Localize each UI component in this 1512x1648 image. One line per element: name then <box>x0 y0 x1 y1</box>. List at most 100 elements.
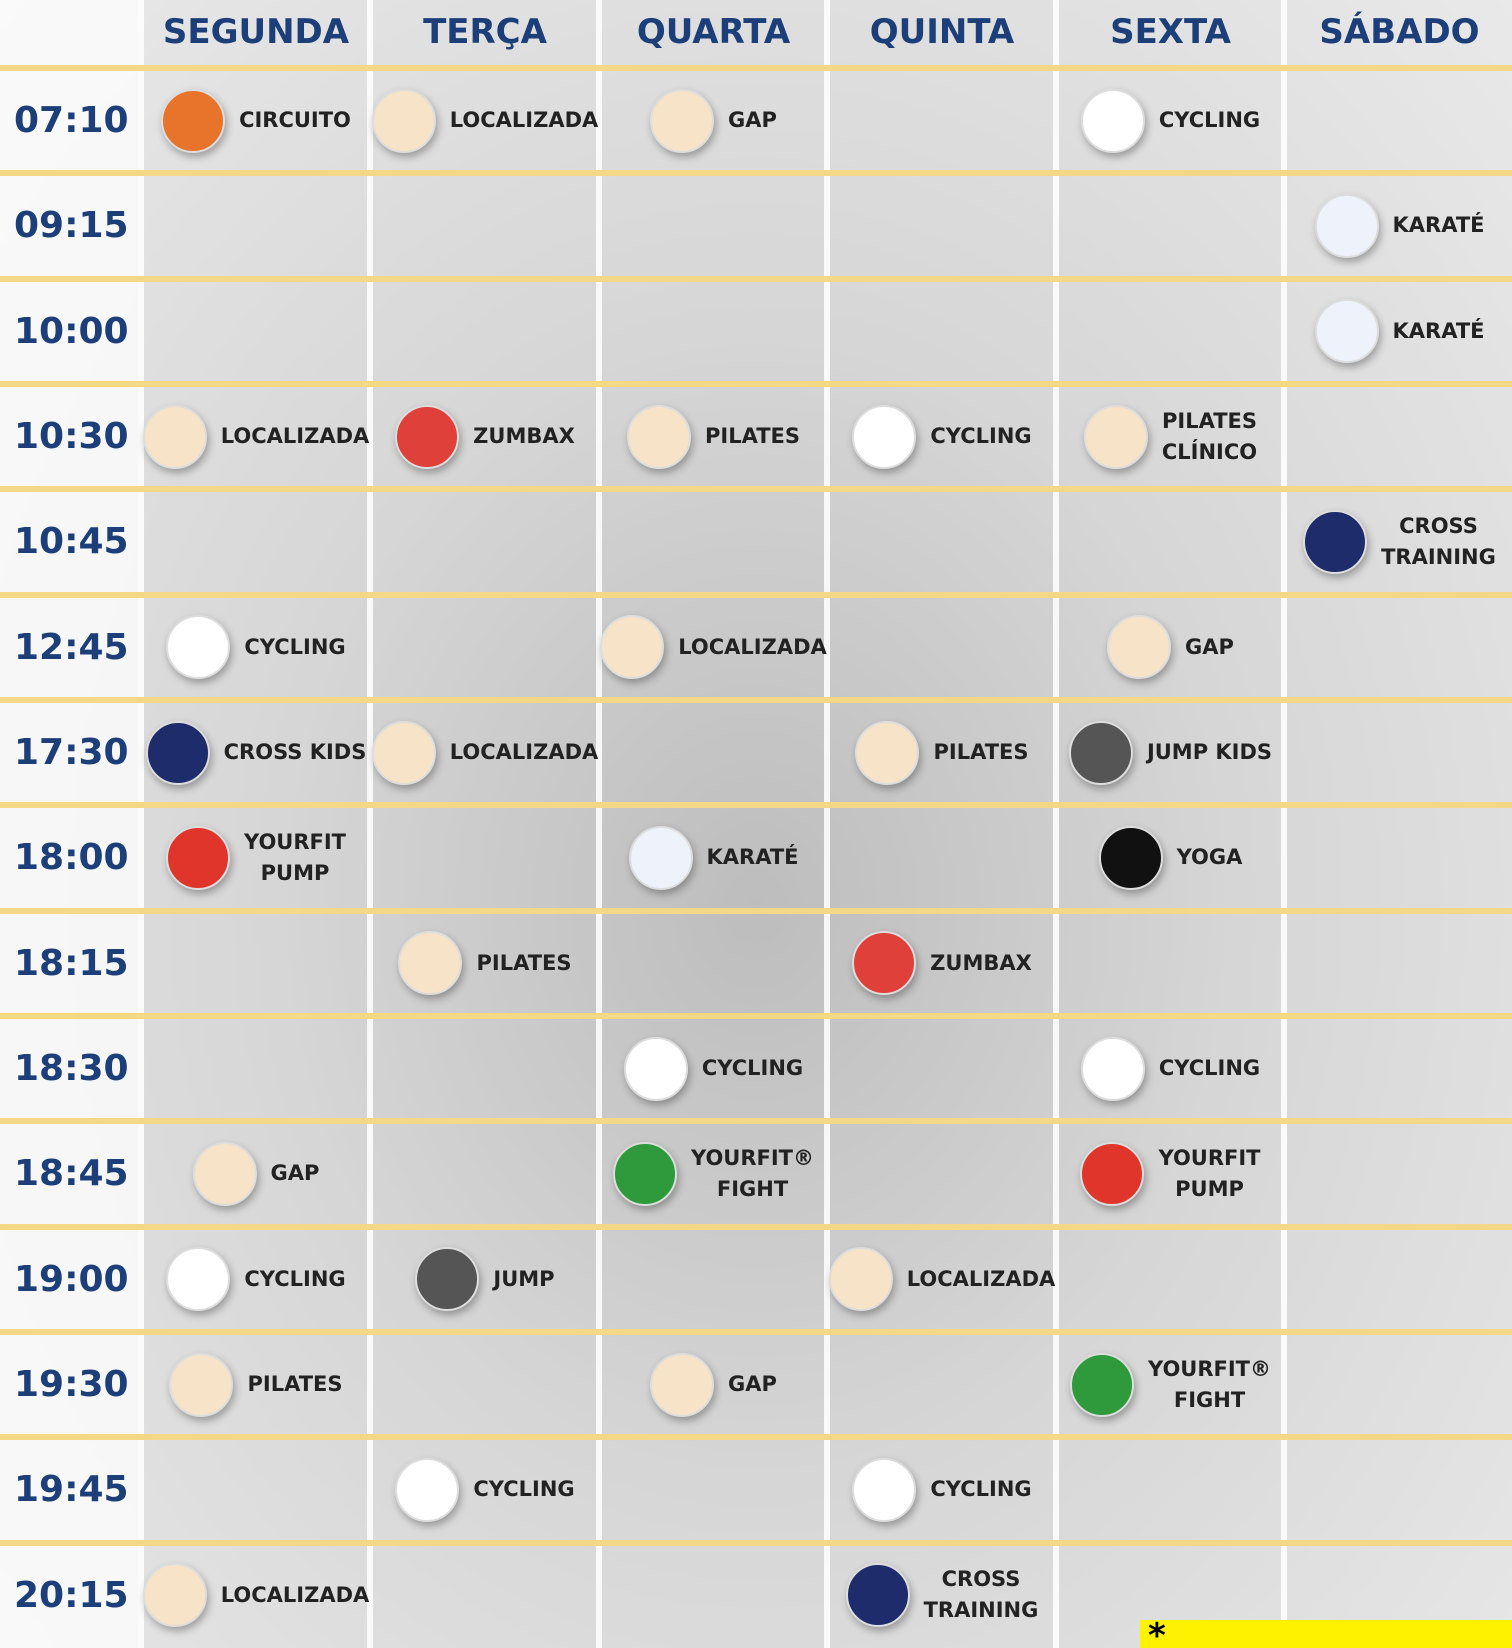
row-divider <box>0 1329 1512 1335</box>
time-label: 18:30 <box>14 1048 129 1090</box>
class-label-line: CYCLING <box>244 634 346 659</box>
day-header: QUINTA <box>869 12 1015 52</box>
time-label: 18:45 <box>14 1153 129 1195</box>
class-label: YOURFIT PUMP <box>244 827 346 889</box>
class-cell: YOURFIT® FIGHT <box>1059 1332 1282 1437</box>
class-cell: PILATES <box>602 384 825 489</box>
class-icon <box>161 88 226 153</box>
class-cell: JUMP KIDS <box>1059 700 1282 805</box>
class-cell: CYCLING <box>602 1016 825 1121</box>
column-divider <box>824 0 830 1648</box>
class-label-line: FIGHT <box>716 1176 789 1201</box>
class-cell: KARATÉ <box>1287 173 1512 278</box>
class-icon <box>192 1141 257 1206</box>
class-cell: PILATES <box>373 911 597 1016</box>
class-label-line: YOURFIT® <box>690 1145 815 1170</box>
class-cell: CIRCUITO <box>144 68 368 173</box>
class-icon <box>852 404 917 469</box>
class-label: YOURFIT PUMP <box>1158 1143 1260 1205</box>
column-divider <box>1281 0 1287 1648</box>
class-label-line: PUMP <box>1175 1176 1244 1201</box>
class-label-line: CYCLING <box>701 1056 804 1081</box>
row-divider <box>0 275 1512 282</box>
class-icon <box>852 931 917 996</box>
class-label-line: CYCLING <box>930 1477 1032 1502</box>
class-label-line: LOCALIZADA <box>449 740 599 765</box>
class-label-line: CYCLING <box>473 1477 575 1502</box>
class-cell: CYCLING <box>144 1227 368 1332</box>
class-cell: YOURFIT PUMP <box>144 805 368 910</box>
class-cell: ZUMBAX <box>830 911 1054 1016</box>
class-cell: LOCALIZADA <box>600 595 827 700</box>
row-divider <box>0 907 1512 914</box>
class-label: CIRCUITO <box>239 105 351 136</box>
class-icon <box>1098 825 1163 890</box>
class-label: YOURFIT® FIGHT <box>691 1143 814 1205</box>
class-label-line: GAP <box>728 1372 777 1397</box>
class-label: PILATES <box>705 421 800 452</box>
time-label: 09:15 <box>14 205 129 247</box>
class-icon <box>1083 404 1148 469</box>
class-cell: CYCLING <box>1059 1016 1282 1121</box>
class-label: CROSS KIDS <box>224 737 367 768</box>
class-icon <box>626 404 691 469</box>
row-divider <box>0 381 1512 387</box>
class-cell: PILATES CLÍNICO <box>1059 384 1282 489</box>
class-icon <box>142 404 207 469</box>
column-divider <box>596 0 602 1648</box>
class-icon <box>165 825 230 890</box>
class-label: LOCALIZADA <box>678 632 827 663</box>
class-cell: GAP <box>144 1121 368 1226</box>
class-icon <box>395 404 460 469</box>
class-cell: YOURFIT® FIGHT <box>602 1121 825 1226</box>
class-cell: CYCLING <box>1059 68 1282 173</box>
class-label-line: PILATES <box>476 950 572 975</box>
class-label-line: PILATES <box>1161 408 1257 433</box>
class-icon <box>398 931 463 996</box>
class-label-line: FIGHT <box>1173 1387 1246 1412</box>
class-cell: CYCLING <box>830 1437 1054 1542</box>
time-label: 20:15 <box>14 1574 129 1616</box>
class-label-line: YOURFIT® <box>1147 1356 1272 1381</box>
class-cell: CYCLING <box>830 384 1054 489</box>
class-icon <box>371 720 436 785</box>
class-icon <box>1080 1141 1145 1206</box>
class-label: KARATÉ <box>1393 210 1485 241</box>
row-divider <box>0 65 1512 71</box>
class-icon <box>145 720 210 785</box>
class-cell: LOCALIZADA <box>371 700 599 805</box>
class-cell: CYCLING <box>373 1437 597 1542</box>
class-cell: GAP <box>602 1332 825 1437</box>
class-label-line: CIRCUITO <box>239 108 351 133</box>
class-cell: CROSS TRAINING <box>830 1543 1054 1648</box>
class-label-line: TRAINING <box>1381 544 1496 569</box>
row-divider <box>0 591 1512 598</box>
class-cell: CROSS TRAINING <box>1287 489 1512 594</box>
class-label: YOURFIT® FIGHT <box>1148 1354 1271 1416</box>
time-label: 19:30 <box>14 1364 129 1406</box>
row-divider <box>0 697 1512 703</box>
class-icon <box>1080 1036 1145 1101</box>
day-header: TERÇA <box>423 12 547 52</box>
row-divider <box>0 486 1512 493</box>
day-header: SÁBADO <box>1319 12 1480 52</box>
time-label: 19:45 <box>14 1469 129 1511</box>
class-icon <box>166 615 231 680</box>
class-cell: YOGA <box>1059 805 1282 910</box>
class-icon <box>852 1457 917 1522</box>
note: * <box>1140 1619 1512 1648</box>
class-label: GAP <box>728 1369 777 1400</box>
class-cell: JUMP <box>373 1227 597 1332</box>
class-icon <box>650 1352 715 1417</box>
class-label: ZUMBAX <box>930 948 1032 979</box>
class-icon <box>142 1563 207 1628</box>
class-label-line: KARATÉ <box>1392 213 1485 238</box>
class-label: ZUMBAX <box>473 421 575 452</box>
class-label-line: TRAINING <box>923 1598 1039 1623</box>
class-icon <box>1314 193 1379 258</box>
class-icon <box>828 1247 893 1312</box>
class-label: CROSS TRAINING <box>924 1564 1039 1626</box>
class-icon <box>166 1247 231 1312</box>
class-label-line: CYCLING <box>1158 1056 1261 1081</box>
class-cell: KARATÉ <box>1287 279 1512 384</box>
